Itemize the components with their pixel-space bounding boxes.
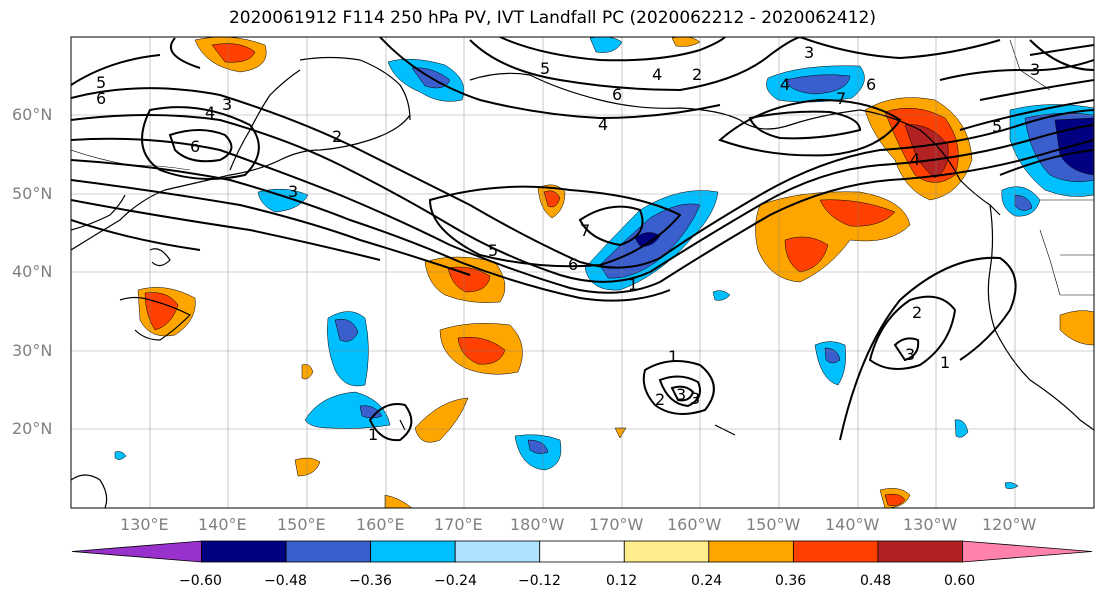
contour-label: 3 bbox=[222, 95, 232, 114]
lat-label: 40°N bbox=[12, 262, 53, 281]
contour-label: 3 bbox=[804, 43, 814, 62]
contour-label: 1 bbox=[368, 425, 378, 444]
colorbar-segment bbox=[877, 540, 963, 563]
contour-label: 3 bbox=[905, 345, 915, 364]
colorbar bbox=[71, 540, 1093, 563]
lon-label: 170°E bbox=[434, 515, 483, 534]
contour-label: 4 bbox=[780, 75, 790, 94]
colorbar-tick-label: 0.60 bbox=[944, 573, 976, 589]
contour-label: 2 bbox=[692, 65, 702, 84]
contour-label: 7 bbox=[580, 221, 590, 240]
lon-label: 170°W bbox=[589, 515, 644, 534]
contour-label: 6 bbox=[190, 137, 200, 156]
contour-label: 5 bbox=[96, 73, 106, 92]
contour-label: 6 bbox=[568, 255, 578, 274]
shaded-anomalies bbox=[114, 37, 1094, 508]
colorbar-tick-label: 0.48 bbox=[860, 573, 892, 589]
colorbar-segment bbox=[792, 540, 879, 563]
contour-label: 5 bbox=[992, 117, 1002, 136]
contour-label: 7 bbox=[836, 89, 846, 108]
contour-label: 6 bbox=[612, 85, 622, 104]
contour-label: 4 bbox=[652, 65, 662, 84]
lon-label: 180°W bbox=[510, 515, 565, 534]
contour-label: 2 bbox=[332, 127, 342, 146]
map-frame bbox=[70, 36, 1095, 509]
colorbar-tick-label: 0.12 bbox=[606, 573, 638, 589]
contour-label: 3 bbox=[676, 385, 686, 404]
lon-label: 160°W bbox=[667, 515, 722, 534]
colorbar-segment bbox=[285, 540, 372, 563]
lon-label: 130°W bbox=[903, 515, 958, 534]
pv-contours bbox=[71, 37, 1094, 442]
lat-label: 60°N bbox=[12, 105, 53, 124]
contour-label: 2 bbox=[912, 303, 922, 322]
contour-label: 1 bbox=[668, 347, 678, 366]
contour-label: 4 bbox=[598, 115, 608, 134]
contour-label: 4 bbox=[205, 103, 215, 122]
lon-label: 150°W bbox=[746, 515, 801, 534]
map-title: 2020061912 F114 250 hPa PV, IVT Landfall… bbox=[228, 8, 876, 28]
lon-label: 120°W bbox=[982, 515, 1037, 534]
colorbar-segment bbox=[370, 540, 456, 563]
contour-label: 3 bbox=[690, 389, 700, 408]
contour-label: 5 bbox=[488, 241, 498, 260]
colorbar-tick-label: −0.24 bbox=[434, 573, 477, 589]
colorbar-segment bbox=[623, 540, 710, 563]
contour-labels: 5 6 4 3 2 3 6 5 6 4 3 7 6 5 1 4 7 6 5 4 … bbox=[96, 43, 1040, 444]
colorbar-tick-label: −0.36 bbox=[349, 573, 392, 589]
colorbar-segment bbox=[539, 540, 625, 563]
colorbar-segment bbox=[201, 540, 287, 563]
lon-label: 140°E bbox=[198, 515, 247, 534]
colorbar-segment bbox=[454, 540, 541, 563]
colorbar-segment bbox=[708, 540, 794, 563]
colorbar-tick-label: −0.60 bbox=[179, 573, 222, 589]
colorbar-segment bbox=[71, 540, 202, 563]
colorbar-tick-label: 0.24 bbox=[691, 573, 723, 589]
colorbar-segment bbox=[962, 540, 1093, 563]
lat-label: 20°N bbox=[12, 419, 53, 438]
lat-label: 30°N bbox=[12, 341, 53, 360]
contour-label: 5 bbox=[540, 59, 550, 78]
lon-label: 160°E bbox=[356, 515, 405, 534]
contour-label: 4 bbox=[910, 150, 920, 169]
colorbar-tick-label: −0.12 bbox=[518, 573, 561, 589]
contour-label: 6 bbox=[866, 75, 876, 94]
contour-label: 3 bbox=[288, 182, 298, 201]
contour-label: 3 bbox=[1030, 60, 1040, 79]
lon-label: 130°E bbox=[120, 515, 169, 534]
lon-label: 150°E bbox=[277, 515, 326, 534]
contour-label: 1 bbox=[628, 275, 638, 294]
lat-label: 50°N bbox=[12, 184, 53, 203]
colorbar-tick-label: −0.48 bbox=[264, 573, 307, 589]
colorbar-tick-label: 0.36 bbox=[775, 573, 807, 589]
contour-label: 2 bbox=[655, 390, 665, 409]
lon-label: 140°W bbox=[825, 515, 880, 534]
contour-label: 6 bbox=[96, 89, 106, 108]
contour-label: 1 bbox=[940, 353, 950, 372]
